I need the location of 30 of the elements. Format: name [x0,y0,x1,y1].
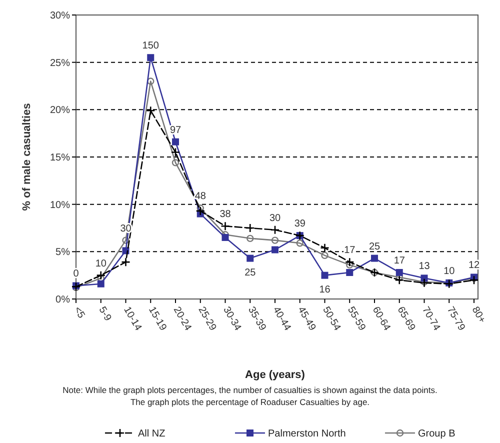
y-tick-label: 30% [50,10,70,22]
annotation: 17 [394,255,406,266]
y-tick-label: 15% [50,152,70,164]
annotation: 13 [418,261,430,272]
annotation: 10 [95,258,107,270]
annotation: 17 [344,245,356,256]
annotation: 38 [220,209,232,220]
annotation: 30 [269,212,281,224]
legend-label: All NZ [138,428,166,440]
y-tick-label: 0% [56,294,70,306]
annotation: 10 [444,266,456,277]
legend-label: Group B [418,428,456,440]
text: The graph plots the percentage of Roaduser Casualties by age. [130,397,370,407]
y-axis-title: % of male casualties [21,103,33,211]
annotation: 48 [194,191,206,202]
annotation: 16 [319,284,331,296]
annotation: 25 [244,267,256,278]
annotation: 25 [368,241,380,252]
x-tick-label: <5 [71,305,87,321]
y-tick-label: 5% [56,247,70,258]
x-tick-label: 80+ [469,305,488,326]
x-axis-title: Age (years) [245,369,306,381]
annotation: 39 [294,218,306,230]
legend-label: Palmerston North [268,428,346,440]
x-tick-label: 5-9 [96,305,114,324]
y-tick-label: 10% [50,200,70,211]
text: Note: While the graph plots percentages, the number of casualties is shown against the data points. [62,385,438,395]
y-tick-label: 20% [50,105,70,116]
annotation: 150 [142,40,160,52]
y-tick-label: 25% [50,58,70,69]
